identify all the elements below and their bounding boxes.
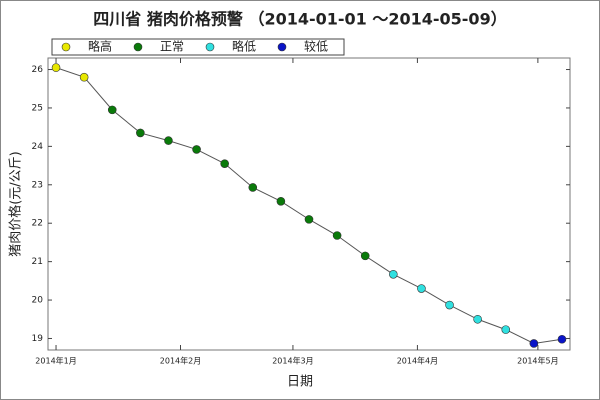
point — [220, 159, 229, 168]
point — [501, 325, 511, 334]
point — [107, 105, 117, 115]
point — [360, 251, 370, 261]
legend-marker — [205, 42, 215, 52]
point — [248, 183, 258, 192]
x-tick-label: 2014年4月 — [397, 356, 438, 366]
legend-marker — [61, 42, 71, 52]
x-axis-label: 日期 — [287, 375, 313, 390]
x-tick-label: 2014年2月 — [160, 356, 201, 366]
point — [473, 314, 482, 324]
point — [529, 339, 539, 348]
legend-label: 较低 — [304, 39, 328, 54]
legend — [51, 38, 345, 56]
x-tick-label: 2014年3月 — [272, 356, 313, 366]
point — [164, 136, 173, 145]
point — [51, 63, 61, 72]
legend-marker — [277, 42, 287, 52]
legend-label: 略高 — [88, 39, 112, 54]
y-tick-label: 20 — [32, 296, 44, 306]
point — [389, 270, 398, 279]
point — [79, 72, 89, 82]
point — [136, 128, 145, 138]
y-tick-label: 26 — [32, 65, 44, 75]
legend-label: 正常 — [160, 40, 184, 54]
point — [417, 284, 426, 293]
point — [445, 300, 454, 310]
y-tick-label: 19 — [32, 334, 44, 344]
plot-area — [47, 57, 571, 351]
legend-label: 略低 — [232, 39, 256, 54]
x-tick-label: 2014年1月 — [35, 356, 76, 366]
legend-marker — [133, 42, 143, 52]
point — [276, 197, 286, 206]
y-tick-label: 23 — [32, 180, 43, 190]
x-tick-label: 2014年5月 — [517, 356, 558, 366]
point — [304, 215, 314, 224]
chart-title: 四川省 猪肉价格预警 （2014-01-01 ～2014-05-09） — [93, 10, 506, 29]
y-axis-label: 猪肉价格(元/公斤) — [8, 151, 24, 257]
point — [557, 334, 567, 344]
y-tick-label: 25 — [32, 103, 43, 113]
y-tick-label: 22 — [32, 219, 43, 229]
point — [192, 145, 201, 154]
point — [332, 231, 342, 240]
y-tick-label: 21 — [32, 257, 43, 267]
y-tick-label: 24 — [32, 142, 44, 152]
